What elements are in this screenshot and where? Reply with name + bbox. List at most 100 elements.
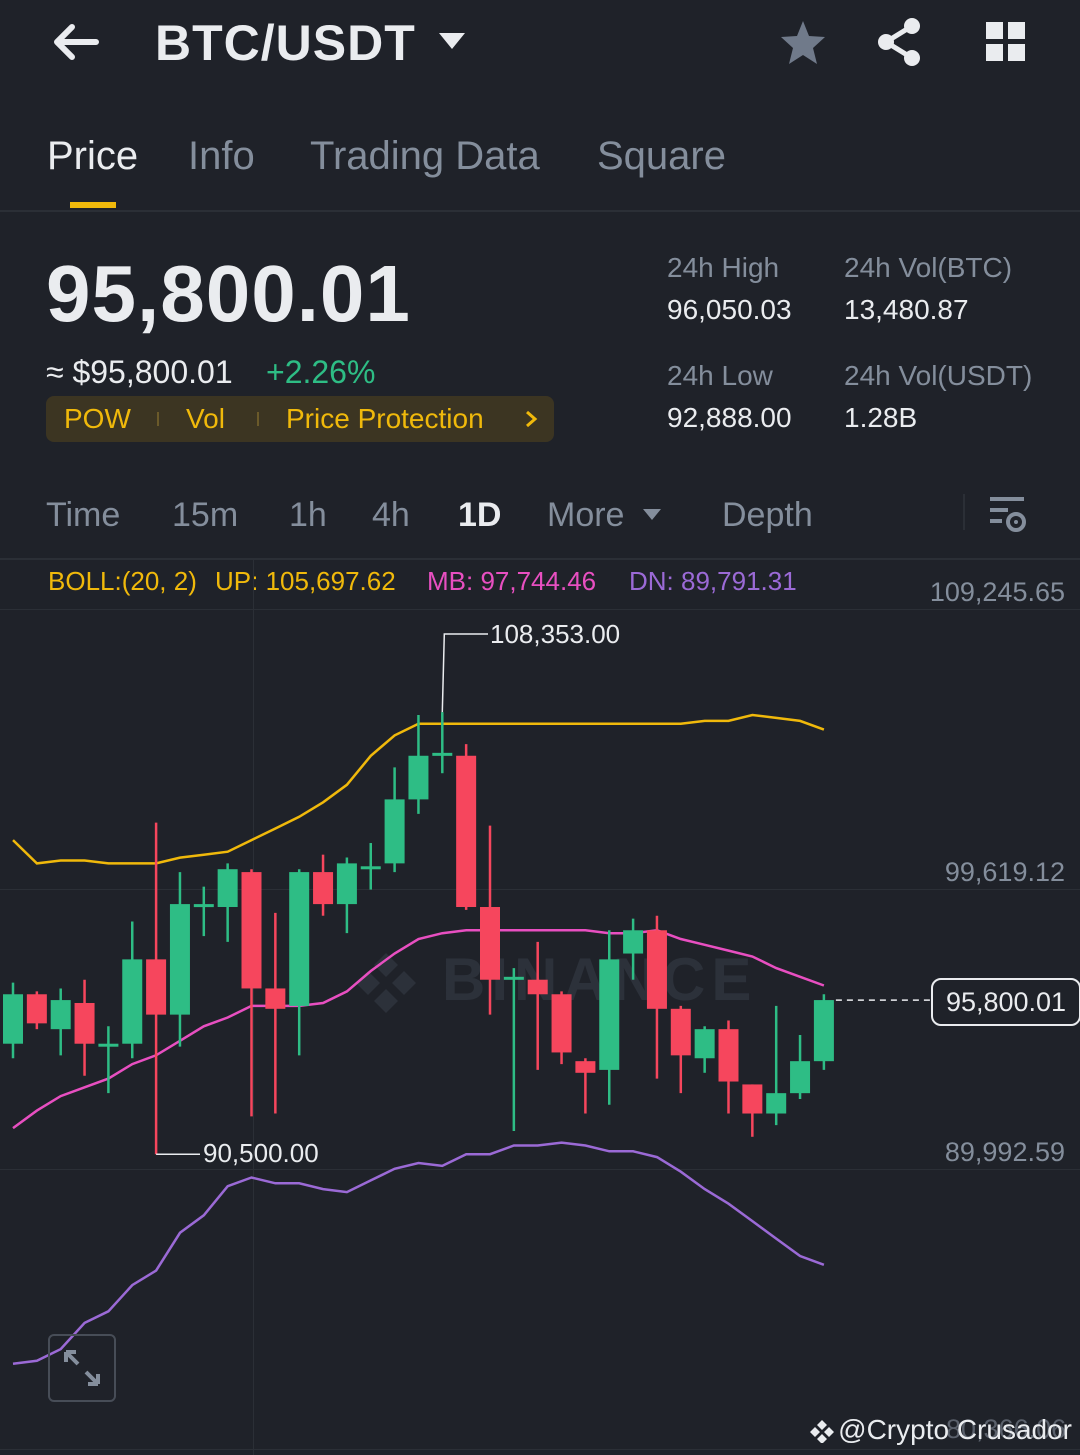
candle-body[interactable] (766, 1093, 787, 1114)
interval-4h[interactable]: 4h (372, 496, 410, 534)
candle-body[interactable] (360, 866, 381, 870)
boll-mb: MB: 97,744.46 (427, 566, 597, 596)
candle-body[interactable] (432, 752, 453, 756)
candle-body[interactable] (503, 976, 524, 980)
candle-body[interactable] (813, 1000, 834, 1062)
boll-up: UP: 105,697.62 (215, 566, 396, 596)
tab-bar: Price Info Trading Data Square (0, 120, 1080, 212)
candle-body[interactable] (480, 907, 500, 980)
candle-body[interactable] (50, 1000, 71, 1030)
vol-usdt-value: 1.28B (844, 402, 918, 433)
high-marker-label: 108,353.00 (490, 619, 621, 649)
boll-dn: DN: 89,791.31 (629, 566, 797, 596)
candle-body[interactable] (456, 755, 477, 908)
low-value: 92,888.00 (667, 402, 792, 433)
candle-body[interactable] (551, 994, 572, 1053)
candle-body[interactable] (575, 1061, 596, 1073)
candle-body[interactable] (646, 930, 667, 1009)
grid-line-vertical (253, 560, 254, 1455)
candle-body[interactable] (122, 959, 143, 1044)
candle-body[interactable] (313, 872, 334, 905)
tag-price-protection[interactable]: Price Protection (286, 403, 484, 434)
chevron-right-icon (526, 410, 538, 428)
dropdown-caret-icon[interactable] (437, 30, 467, 52)
candle-body[interactable] (98, 1043, 119, 1047)
interval-1h[interactable]: 1h (289, 496, 327, 534)
candle-body[interactable] (336, 863, 357, 905)
tag-pow[interactable]: POW (64, 403, 131, 434)
candle-body[interactable] (384, 799, 405, 864)
current-price-badge[interactable]: 95,800.01 (931, 978, 1080, 1026)
price-axis-label: 80,366.06 (946, 1414, 1067, 1444)
boll-lower-line (12, 1141, 825, 1365)
credit-label: @Crypto Crusador (810, 1414, 1072, 1446)
share-icon[interactable] (874, 16, 924, 68)
boll-middle-line (12, 929, 825, 1130)
candle-body[interactable] (26, 994, 47, 1024)
grid-line (0, 1449, 1080, 1450)
interval-depth[interactable]: Depth (722, 496, 813, 534)
interval-time[interactable]: Time (46, 496, 121, 534)
vol-usdt-label: 24h Vol(USDT) (844, 360, 1033, 391)
high-label: 24h High (667, 252, 780, 283)
tab-price[interactable]: Price (47, 134, 139, 178)
low-marker-label: 90,500.00 (203, 1138, 319, 1168)
interval-1d[interactable]: 1D (458, 496, 502, 534)
top-bar: BTC/USDT (0, 0, 1080, 90)
candle-body[interactable] (670, 1008, 691, 1056)
binance-small-icon (810, 1420, 835, 1444)
interval-more[interactable]: More (547, 496, 625, 534)
price-axis-label: 89,992.59 (944, 1137, 1065, 1167)
price-axis-label: 99,619.12 (944, 857, 1065, 887)
candle-body[interactable] (527, 979, 548, 995)
grid-icon[interactable] (984, 20, 1028, 64)
price-axis-label: 109,245.65 (929, 577, 1065, 607)
tab-info[interactable]: Info (188, 134, 255, 178)
candle-body[interactable] (74, 1002, 95, 1044)
binance-logo-icon (356, 953, 416, 1013)
candle-body[interactable] (217, 869, 238, 908)
interval-15m[interactable]: 15m (172, 496, 239, 534)
interval-divider (963, 494, 965, 530)
candle-body[interactable] (3, 994, 23, 1044)
candle-body[interactable] (265, 988, 286, 1009)
tag-bar[interactable]: POW Vol Price Protection (46, 396, 554, 442)
high-marker-line (441, 633, 488, 713)
boll-name[interactable]: BOLL:(20, 2) (48, 566, 197, 596)
chart-settings-icon[interactable] (988, 494, 1028, 534)
expand-icon (64, 1350, 100, 1386)
trading-pair-title[interactable]: BTC/USDT (155, 15, 416, 71)
vol-btc-value: 13,480.87 (844, 294, 969, 325)
high-value: 96,050.03 (667, 294, 792, 325)
candle-body[interactable] (169, 904, 190, 1015)
low-label: 24h Low (667, 360, 773, 391)
candle-body[interactable] (193, 904, 214, 908)
more-caret-icon[interactable] (642, 508, 662, 522)
candle-body[interactable] (742, 1084, 763, 1114)
grid-line (0, 1169, 1080, 1170)
candle-body[interactable] (623, 930, 644, 954)
back-arrow-icon[interactable] (50, 22, 100, 62)
candle-body[interactable] (790, 1061, 811, 1094)
last-price: 95,800.01 (46, 249, 411, 338)
candle-body[interactable] (289, 872, 310, 1006)
candle-body[interactable] (241, 872, 262, 989)
candle-body[interactable] (599, 959, 620, 1070)
tag-divider (157, 412, 159, 426)
tab-trading-data[interactable]: Trading Data (310, 134, 540, 178)
fiat-price: ≈ $95,800.01 (46, 354, 233, 390)
star-icon[interactable] (778, 18, 828, 68)
interval-bar: Time 15m 1h 4h 1D More Depth (0, 480, 1080, 560)
candle-body[interactable] (694, 1029, 715, 1059)
candle-body[interactable] (718, 1029, 739, 1082)
candle-body[interactable] (408, 755, 429, 800)
grid-line (0, 609, 1080, 610)
price-change-percent: +2.26% (266, 354, 376, 390)
tag-divider (257, 412, 259, 426)
fullscreen-button[interactable] (48, 1334, 116, 1402)
candle-body[interactable] (146, 959, 167, 1015)
tab-square[interactable]: Square (597, 134, 726, 178)
vol-btc-label: 24h Vol(BTC) (844, 252, 1013, 283)
tag-vol[interactable]: Vol (186, 403, 225, 434)
